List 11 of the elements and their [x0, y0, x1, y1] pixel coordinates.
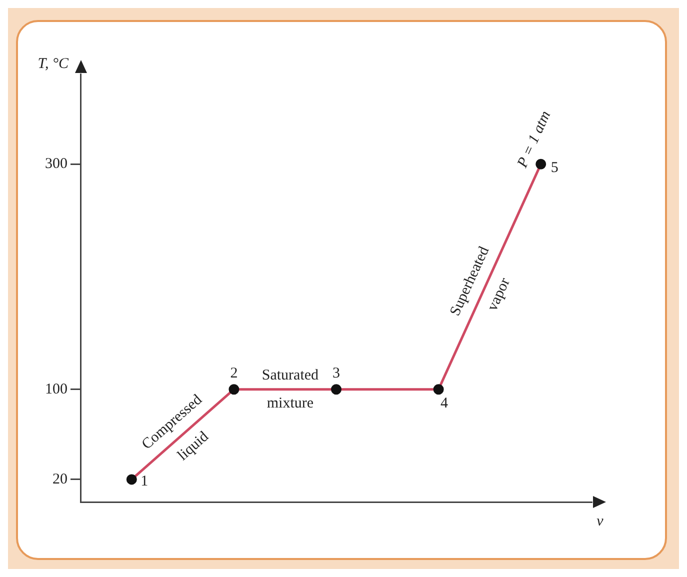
y-axis-title: T, °C	[38, 56, 70, 72]
annotation: 5	[550, 160, 558, 176]
y-tick-label: 20	[52, 471, 68, 488]
y-tick-label: 300	[45, 156, 68, 172]
y-tick-label: 100	[45, 381, 68, 398]
annotation: 4	[440, 395, 449, 412]
annotation: Saturated mixture	[262, 367, 320, 412]
x-axis-title: v	[596, 513, 604, 530]
annotation: 2	[230, 365, 238, 382]
annotation: 3	[332, 365, 340, 382]
annotation: 1	[140, 473, 148, 490]
